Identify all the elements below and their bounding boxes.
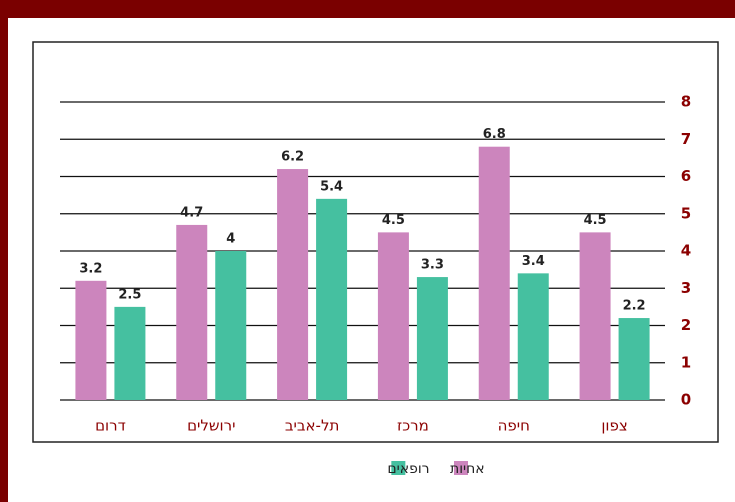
y-tick-label: 5: [681, 204, 691, 222]
y-tick-label: 2: [681, 316, 691, 334]
side-strip: [0, 0, 8, 502]
legend-swatch: [454, 461, 468, 475]
bar: [176, 224, 208, 400]
y-tick-label: 8: [681, 93, 691, 111]
bar: [517, 273, 549, 400]
y-tick-label: 1: [681, 353, 691, 371]
y-tick-label: 0: [681, 391, 691, 409]
bar: [215, 251, 247, 400]
data-label: 3.2: [79, 261, 102, 276]
x-tick-label: מרכז: [397, 417, 429, 435]
data-label: 2.5: [118, 287, 141, 302]
y-tick-label: 7: [681, 130, 691, 148]
x-tick-label: חיפה: [498, 417, 530, 435]
data-label: 4.5: [382, 213, 405, 228]
bar: [618, 318, 650, 400]
data-label: 4: [226, 232, 235, 247]
bar: [75, 280, 107, 400]
legend-swatch: [391, 461, 406, 475]
y-tick-label: 3: [681, 279, 691, 297]
bar: [316, 198, 348, 400]
bar: [377, 232, 409, 400]
x-tick-label: דרום: [95, 417, 126, 435]
data-label: 3.4: [522, 254, 545, 269]
data-label: 4.5: [584, 213, 607, 228]
bar: [114, 306, 146, 400]
bar: [277, 169, 309, 400]
data-label: 4.7: [180, 205, 203, 220]
data-label: 3.3: [421, 258, 444, 273]
data-label: 2.2: [623, 299, 646, 314]
data-label: 6.8: [483, 127, 506, 142]
x-tick-label: תל-אביב: [285, 417, 340, 435]
bar: [478, 146, 510, 400]
y-tick-label: 6: [681, 167, 691, 185]
data-label: 5.4: [320, 179, 343, 194]
bar: [416, 277, 448, 400]
header-band: [0, 0, 735, 18]
legend-label: אחיות: [450, 461, 485, 477]
legend-label: רופאים: [387, 461, 429, 477]
y-tick-label: 4: [681, 242, 691, 260]
data-label: 6.2: [281, 150, 304, 165]
bar: [579, 232, 611, 400]
x-tick-label: צפון: [601, 417, 627, 435]
x-tick-label: ירושלים: [187, 417, 235, 435]
